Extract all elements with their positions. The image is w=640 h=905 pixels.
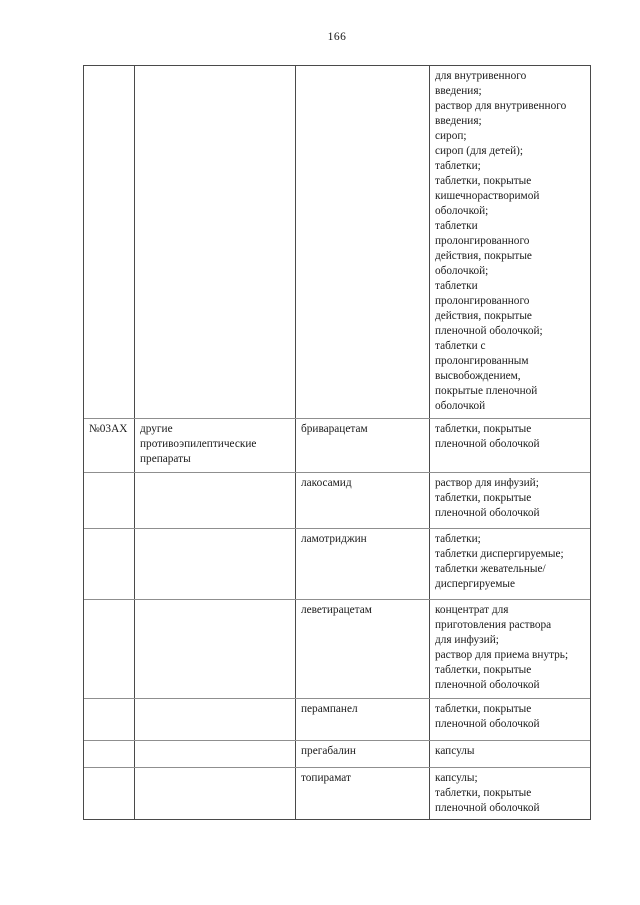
cell-drug-group	[134, 699, 295, 740]
cell-drug-name: ламотриджин	[295, 529, 429, 599]
cell-drug-name: перампанел	[295, 699, 429, 740]
cell-drug-name: прегабалин	[295, 741, 429, 767]
cell-dosage-forms: концентрат для приготовления раствора дл…	[429, 600, 590, 698]
table-row: для внутривенного введения; раствор для …	[84, 66, 590, 418]
cell-atc-code	[84, 600, 134, 698]
cell-atc-code	[84, 699, 134, 740]
cell-drug-name: леветирацетам	[295, 600, 429, 698]
cell-drug-group	[134, 66, 295, 418]
cell-dosage-forms: таблетки, покрытые пленочной оболочкой	[429, 419, 590, 472]
cell-dosage-forms: таблетки, покрытые пленочной оболочкой	[429, 699, 590, 740]
cell-drug-name: лакосамид	[295, 473, 429, 528]
cell-drug-group	[134, 741, 295, 767]
table-row: №03AX другие противоэпилептические препа…	[84, 418, 590, 472]
cell-dosage-forms: таблетки; таблетки диспергируемые; табле…	[429, 529, 590, 599]
cell-atc-code	[84, 66, 134, 418]
cell-dosage-forms: капсулы	[429, 741, 590, 767]
page-number: 166	[327, 31, 347, 43]
table-row: леветирацетам концентрат для приготовлен…	[84, 599, 590, 698]
formulary-table: для внутривенного введения; раствор для …	[83, 65, 591, 820]
cell-drug-group	[134, 600, 295, 698]
cell-dosage-forms: раствор для инфузий; таблетки, покрытые …	[429, 473, 590, 528]
table-row: ламотриджин таблетки; таблетки диспергир…	[84, 528, 590, 599]
cell-atc-code	[84, 529, 134, 599]
cell-atc-code	[84, 473, 134, 528]
cell-drug-group	[134, 473, 295, 528]
cell-drug-name: топирамат	[295, 768, 429, 819]
cell-drug-group	[134, 529, 295, 599]
table-row: топирамат капсулы; таблетки, покрытые пл…	[84, 767, 590, 819]
cell-atc-code	[84, 741, 134, 767]
table-row: перампанел таблетки, покрытые пленочной …	[84, 698, 590, 740]
cell-drug-name: бриварацетам	[295, 419, 429, 472]
cell-drug-group: другие противоэпилептические препараты	[134, 419, 295, 472]
cell-atc-code	[84, 768, 134, 819]
table-row: прегабалин капсулы	[84, 740, 590, 767]
cell-drug-group	[134, 768, 295, 819]
cell-drug-name	[295, 66, 429, 418]
cell-atc-code: №03AX	[89, 423, 128, 435]
cell-dosage-forms: капсулы; таблетки, покрытые пленочной об…	[429, 768, 590, 819]
table-row: лакосамид раствор для инфузий; таблетки,…	[84, 472, 590, 528]
cell-dosage-forms: для внутривенного введения; раствор для …	[429, 66, 590, 418]
